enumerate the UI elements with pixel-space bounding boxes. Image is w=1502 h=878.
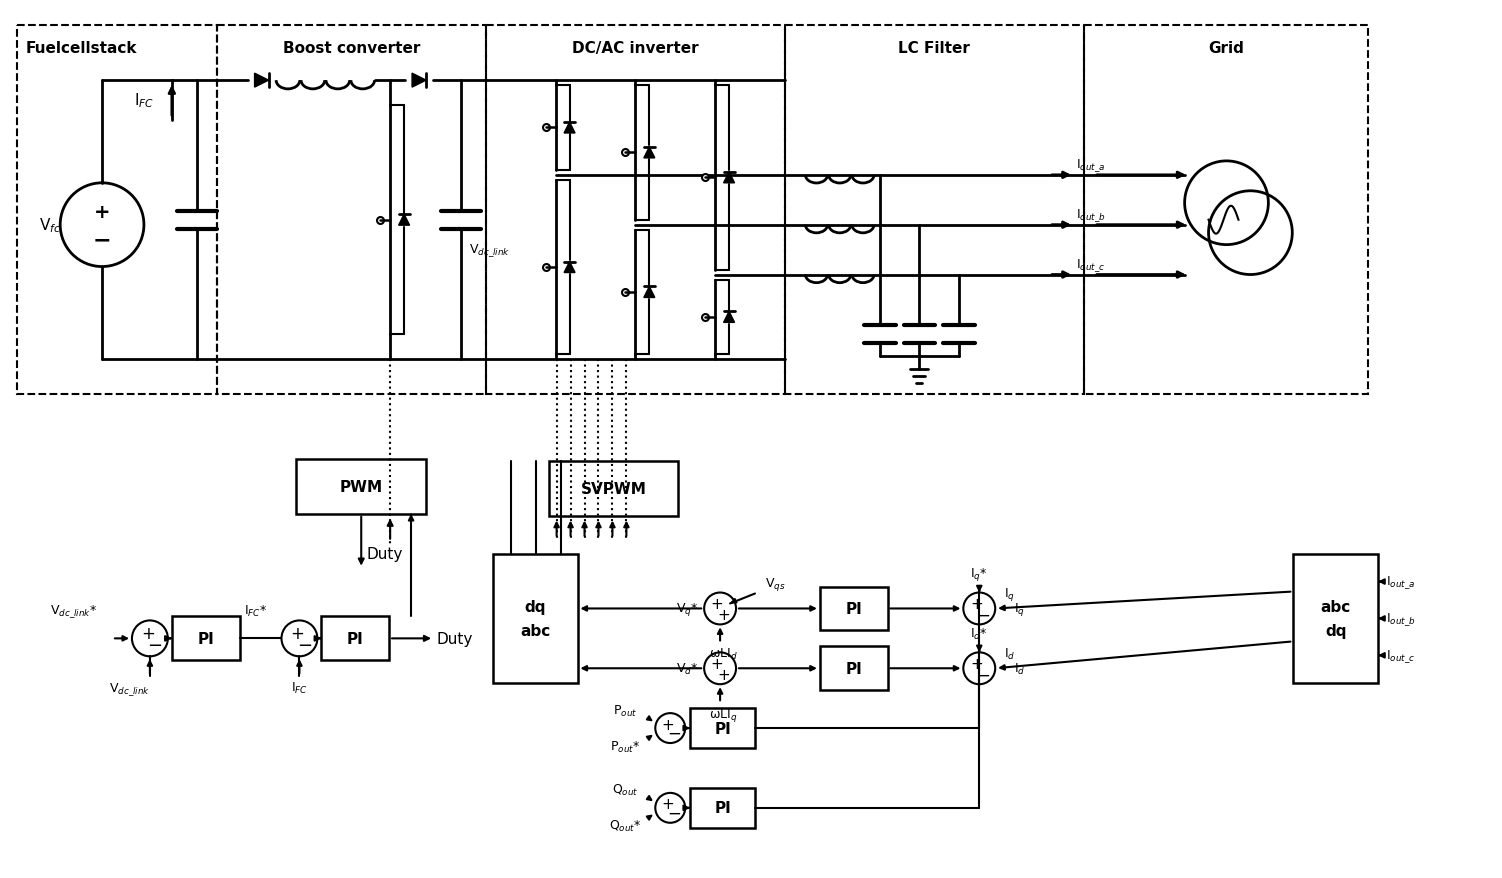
Text: V$_{dc\_link}$*: V$_{dc\_link}$* bbox=[50, 602, 98, 619]
Text: V$_{fc}$: V$_{fc}$ bbox=[39, 216, 62, 234]
Text: PI: PI bbox=[715, 801, 731, 816]
Text: abc: abc bbox=[520, 623, 550, 638]
Text: +: + bbox=[661, 716, 673, 731]
Bar bbox=[548, 462, 679, 516]
Text: V$_{dc\_link}$: V$_{dc\_link}$ bbox=[469, 242, 511, 259]
Bar bbox=[171, 616, 240, 660]
Text: Q$_{out}$*: Q$_{out}$* bbox=[610, 818, 641, 833]
Text: I$_{out\_a}$: I$_{out\_a}$ bbox=[1075, 157, 1105, 174]
Text: +: + bbox=[718, 667, 730, 682]
Bar bbox=[1293, 554, 1377, 683]
Bar bbox=[493, 554, 578, 683]
Text: Grid: Grid bbox=[1208, 41, 1244, 56]
Text: PI: PI bbox=[197, 631, 215, 646]
Text: I$_{out\_b}$: I$_{out\_b}$ bbox=[1386, 610, 1416, 627]
Text: −: − bbox=[297, 637, 312, 655]
Text: ωLI$_d$: ωLI$_d$ bbox=[709, 646, 737, 662]
Text: −: − bbox=[93, 230, 111, 250]
Polygon shape bbox=[254, 74, 269, 88]
Text: +: + bbox=[710, 656, 724, 671]
Bar bbox=[786, 26, 1084, 395]
Text: V$_q$*: V$_q$* bbox=[676, 601, 698, 617]
Text: −: − bbox=[976, 606, 990, 623]
Text: +: + bbox=[141, 624, 155, 643]
Text: I$_q$*: I$_q$* bbox=[970, 565, 988, 582]
Text: Fuelcellstack: Fuelcellstack bbox=[26, 41, 137, 56]
Text: dq: dq bbox=[1325, 623, 1346, 638]
Text: −: − bbox=[667, 804, 682, 822]
Text: DC/AC inverter: DC/AC inverter bbox=[572, 41, 698, 56]
Bar bbox=[321, 616, 389, 660]
Text: −: − bbox=[147, 637, 162, 655]
Text: +: + bbox=[290, 624, 305, 643]
Text: Duty: Duty bbox=[366, 546, 403, 562]
Text: +: + bbox=[710, 596, 724, 611]
Polygon shape bbox=[412, 74, 427, 88]
Text: I$_q$: I$_q$ bbox=[1014, 601, 1026, 617]
Text: I$_{FC}$: I$_{FC}$ bbox=[134, 91, 155, 111]
Polygon shape bbox=[644, 287, 655, 299]
Text: PI: PI bbox=[715, 721, 731, 736]
Text: I$_{FC}$: I$_{FC}$ bbox=[291, 680, 308, 695]
Text: SVPWM: SVPWM bbox=[580, 481, 646, 496]
Bar bbox=[820, 646, 888, 690]
Text: Duty: Duty bbox=[437, 631, 473, 646]
Text: +: + bbox=[718, 608, 730, 623]
Text: −: − bbox=[976, 666, 990, 683]
Text: P$_{out}$*: P$_{out}$* bbox=[610, 738, 640, 753]
Text: V$_{qs}$: V$_{qs}$ bbox=[765, 575, 786, 593]
Text: ωLI$_q$: ωLI$_q$ bbox=[709, 706, 737, 723]
Polygon shape bbox=[644, 148, 655, 159]
Text: I$_{out\_c}$: I$_{out\_c}$ bbox=[1075, 257, 1105, 274]
Polygon shape bbox=[724, 173, 734, 184]
Text: I$_{out\_c}$: I$_{out\_c}$ bbox=[1386, 647, 1415, 664]
Polygon shape bbox=[724, 312, 734, 323]
Text: PI: PI bbox=[846, 601, 862, 616]
Text: −: − bbox=[667, 724, 682, 742]
Bar bbox=[18, 26, 216, 395]
Polygon shape bbox=[565, 123, 575, 133]
Text: I$_{FC}$*: I$_{FC}$* bbox=[243, 603, 267, 618]
Bar bbox=[691, 788, 756, 828]
Text: PWM: PWM bbox=[339, 479, 383, 494]
Text: I$_q$: I$_q$ bbox=[1005, 586, 1015, 602]
Bar bbox=[485, 26, 786, 395]
Text: Boost converter: Boost converter bbox=[282, 41, 421, 56]
Text: +: + bbox=[93, 203, 110, 222]
Text: I$_d$: I$_d$ bbox=[1005, 646, 1015, 661]
Text: I$_d$*: I$_d$* bbox=[970, 626, 988, 641]
Text: +: + bbox=[970, 596, 982, 611]
Text: PI: PI bbox=[347, 631, 363, 646]
Bar bbox=[216, 26, 485, 395]
Text: dq: dq bbox=[524, 600, 545, 615]
Bar bbox=[691, 709, 756, 748]
Bar bbox=[1084, 26, 1368, 395]
Text: Q$_{out}$: Q$_{out}$ bbox=[613, 782, 638, 797]
Text: PI: PI bbox=[846, 661, 862, 676]
Text: P$_{out}$: P$_{out}$ bbox=[613, 702, 637, 718]
Bar bbox=[820, 587, 888, 630]
Polygon shape bbox=[398, 215, 410, 226]
Text: +: + bbox=[970, 656, 982, 671]
Text: +: + bbox=[661, 796, 673, 811]
Text: I$_{out\_a}$: I$_{out\_a}$ bbox=[1386, 573, 1415, 590]
Bar bbox=[296, 459, 427, 515]
Polygon shape bbox=[565, 263, 575, 273]
Text: I$_{out\_b}$: I$_{out\_b}$ bbox=[1075, 207, 1105, 224]
Text: V$_d$*: V$_d$* bbox=[676, 661, 698, 676]
Text: LC Filter: LC Filter bbox=[898, 41, 970, 56]
Text: abc: abc bbox=[1320, 600, 1350, 615]
Text: I$_d$: I$_d$ bbox=[1014, 661, 1026, 676]
Text: V$_{dc\_link}$: V$_{dc\_link}$ bbox=[110, 680, 150, 697]
